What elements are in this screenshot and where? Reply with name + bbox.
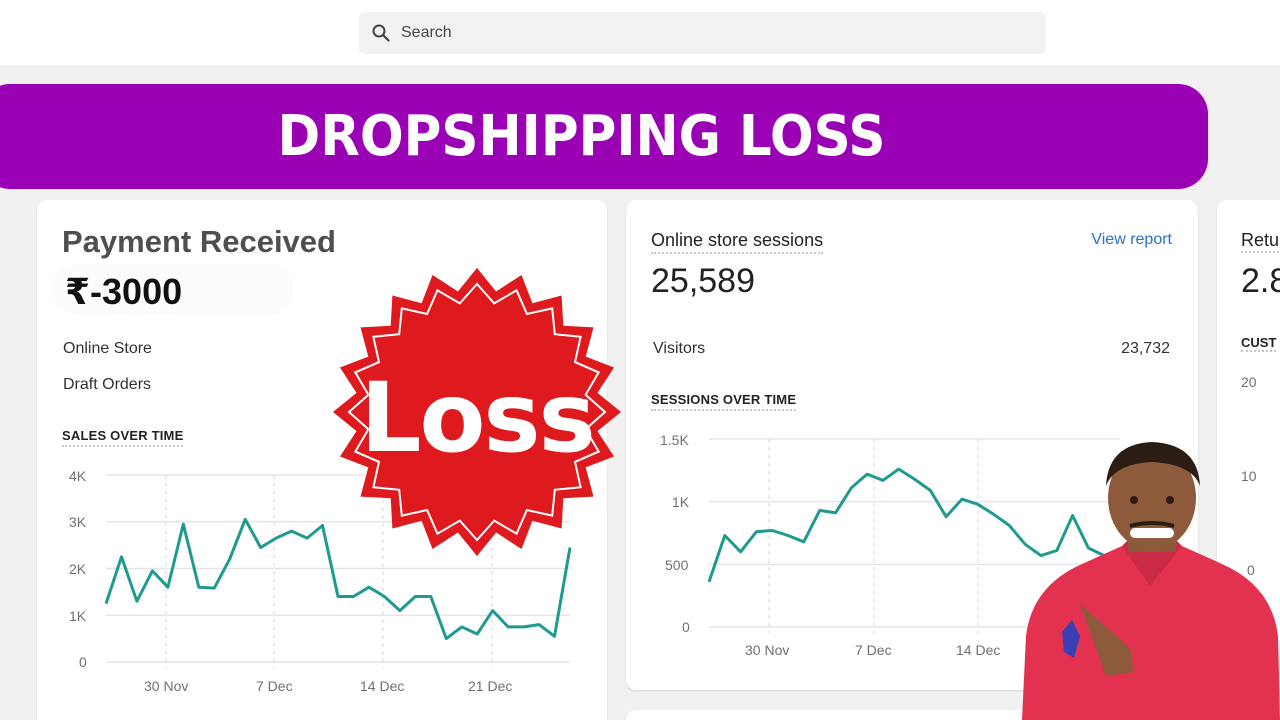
customers-over-time-label: CUST	[1241, 335, 1277, 352]
banner-text: DROPSHIPPING LOSS	[276, 104, 886, 169]
search-placeholder: Search	[401, 24, 452, 41]
y-tick: 0	[79, 654, 87, 670]
x-tick: 14 Dec	[360, 678, 405, 694]
payment-value-highlight	[51, 264, 295, 314]
sessions-over-time-label: SESSIONS OVER TIME	[651, 392, 797, 411]
sessions-title: Online store sessions	[651, 230, 824, 254]
payment-title: Payment Received	[62, 224, 336, 259]
loss-starburst-badge	[333, 268, 621, 556]
returning-value: 2.8	[1241, 262, 1280, 300]
y-tick: 1.5K	[660, 432, 689, 448]
x-tick: 7 Dec	[256, 678, 293, 694]
x-tick: 14 Dec	[956, 642, 1001, 658]
x-tick: 30 Nov	[745, 642, 790, 658]
x-tick: 7 Dec	[855, 642, 892, 658]
y-tick: 4K	[69, 468, 87, 484]
y-tick: 1K	[69, 608, 87, 624]
next-card	[626, 710, 1198, 720]
loss-badge-text: Loss	[360, 362, 595, 474]
x-tick: 21 Dec	[468, 678, 513, 694]
view-report-link[interactable]: View report	[1091, 231, 1172, 248]
top-bar: Search	[0, 0, 1280, 67]
title-banner: DROPSHIPPING LOSS	[0, 84, 1208, 189]
row-online-store: Online Store	[63, 340, 152, 357]
y-tick: 0	[682, 619, 690, 635]
y-tick: 10	[1241, 468, 1257, 484]
sessions-value: 25,589	[651, 262, 755, 300]
y-tick: 1K	[672, 494, 690, 510]
visitors-label: Visitors	[653, 340, 706, 357]
visitors-value: 23,732	[1121, 340, 1170, 357]
sales-over-time-label: SALES OVER TIME	[62, 428, 184, 447]
y-tick: 0	[1247, 562, 1255, 578]
y-tick: 2K	[69, 561, 87, 577]
search-icon	[372, 24, 390, 42]
y-tick: 3K	[69, 514, 87, 530]
x-tick: 30 Nov	[144, 678, 189, 694]
returning-title: Retu	[1241, 230, 1280, 253]
row-draft-orders: Draft Orders	[63, 376, 152, 393]
presenter-photo	[1022, 442, 1280, 720]
payment-value: ₹-3000	[65, 271, 183, 312]
y-tick: 500	[665, 557, 689, 573]
search-input[interactable]: Search	[359, 12, 1046, 54]
y-tick: 20	[1241, 374, 1257, 390]
